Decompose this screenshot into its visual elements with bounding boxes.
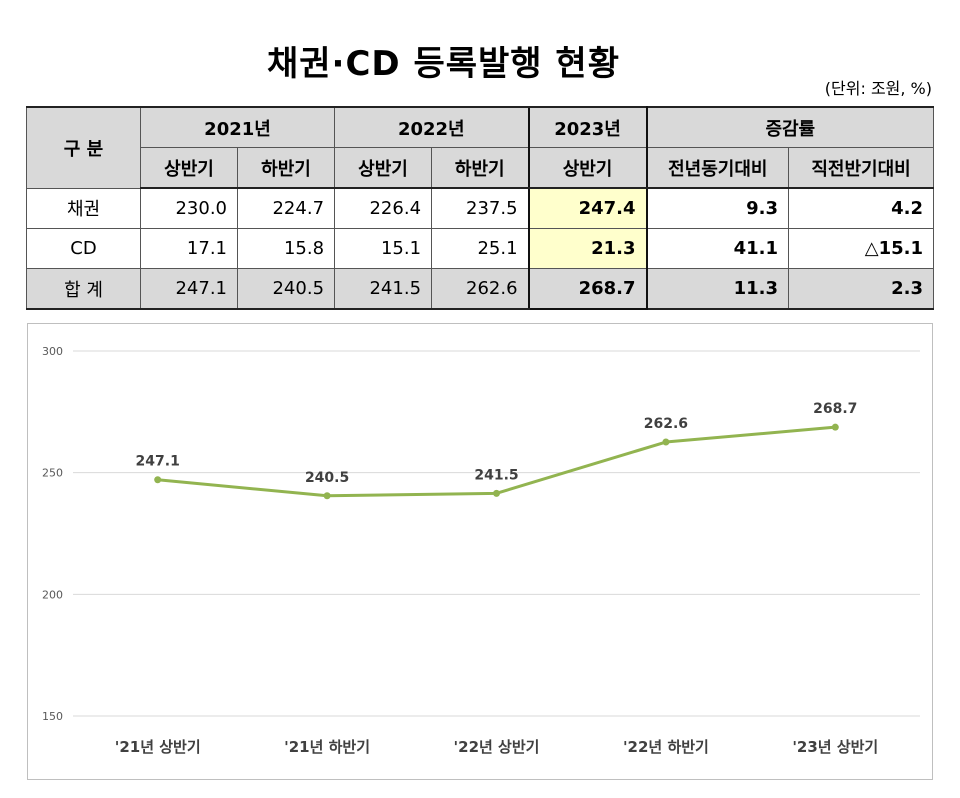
table-cell: 41.1 [646,228,790,269]
data-point [662,438,670,446]
sub-header: 하반기 [236,147,336,189]
table-cell: 2.3 [788,268,935,310]
sub-header: 상반기 [527,147,648,189]
line-chart: 300 250 200 150 '21년 상반기 '21년 하반기 '22년 상반기 '22년… [42,345,920,756]
table-cell: 241.5 [334,268,433,310]
x-tick-label: '22년 상반기 [454,738,540,756]
y-tick-label: 300 [42,345,63,358]
table-cell: 262.6 [431,268,530,310]
table-cell: 9.3 [646,187,790,229]
table-cell: 21.3 [527,228,648,269]
data-point [831,423,839,431]
data-label: 268.7 [813,401,857,417]
table-cell: 247.1 [140,268,238,310]
table-row: 채권 230.0 224.7 226.4 237.5 247.4 9.3 4.2 [26,187,935,229]
table-cell: 15.8 [236,228,336,269]
table-cell: 11.3 [646,268,790,310]
data-label: 262.6 [644,416,688,432]
table-cell: 4.2 [788,187,935,229]
table-cell: 226.4 [334,187,433,229]
y-tick-label: 250 [42,467,63,480]
x-tick-label: '23년 상반기 [792,738,878,756]
x-tick-label: '22년 하반기 [623,738,709,756]
sub-header: 하반기 [431,147,530,189]
sub-header: 전년동기대비 [646,147,790,189]
sub-header: 직전반기대비 [788,147,935,189]
change-rate-header: 증감률 [646,106,935,148]
sub-header: 상반기 [334,147,433,189]
table-row-total: 합 계 247.1 240.5 241.5 262.6 268.7 11.3 2… [26,268,935,310]
sub-header: 상반기 [140,147,238,189]
table-cell: 15.1 [334,228,433,269]
table-cell: 247.4 [527,187,648,229]
year-header-2023: 2023년 [527,106,648,148]
series-line [157,425,836,498]
data-point [493,489,500,497]
y-tick-label: 150 [42,710,63,723]
table-cell: 268.7 [527,268,648,310]
table-cell: 230.0 [140,187,238,229]
row-label: 채권 [26,187,141,229]
table-cell: 224.7 [236,187,336,229]
x-tick-label: '21년 상반기 [115,738,201,756]
data-label: 247.1 [136,454,180,470]
chart-frame: 300 250 200 150 '21년 상반기 '21년 하반기 '22년 상반기 '22년… [27,323,933,780]
table-cell: 17.1 [140,228,238,269]
data-label: 241.5 [474,467,518,483]
table-cell: 25.1 [431,228,530,269]
data-label: 240.5 [305,470,349,486]
corner-header: 구 분 [26,106,141,189]
x-tick-label: '21년 하반기 [284,738,370,756]
table-cell: 237.5 [431,187,530,229]
table-cell: 240.5 [236,268,336,310]
page-title: 채권·CD 등록발행 현황 [266,44,620,84]
row-label: 합 계 [26,268,141,310]
year-header-2022: 2022년 [334,106,530,148]
table-cell: △15.1 [788,228,935,269]
table-row: CD 17.1 15.8 15.1 25.1 21.3 41.1 △15.1 [26,228,935,269]
unit-note: (단위: 조원, %) [824,79,932,98]
issuance-table: 구 분 2021년 2022년 2023년 증감률 상반기 하반기 상반기 하반… [26,106,935,310]
y-tick-label: 200 [42,588,63,601]
row-label: CD [26,228,141,269]
data-point [323,492,331,500]
year-header-2021: 2021년 [139,106,336,148]
data-point [154,476,162,484]
